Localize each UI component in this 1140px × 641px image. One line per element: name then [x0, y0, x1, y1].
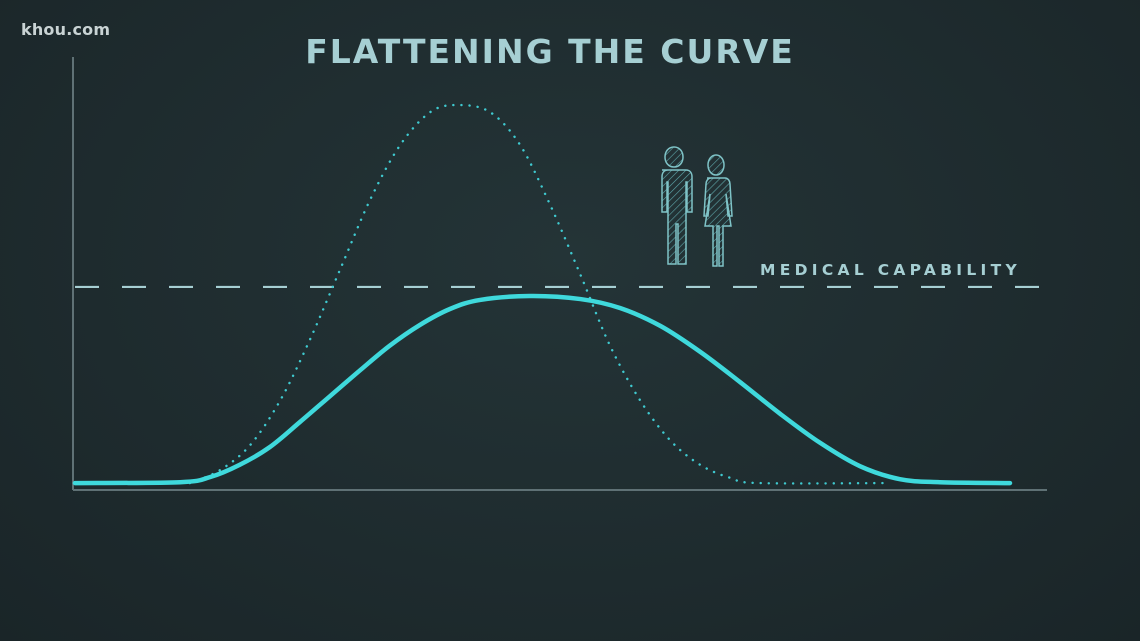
- logo: khou.com: [21, 20, 111, 39]
- flattened-curve-line: [72, 293, 1013, 486]
- man-and-woman-icon: [661, 146, 733, 267]
- medical-capability-label: MEDICAL CAPABILITY: [760, 261, 1021, 279]
- unmitigated-curve-line: [188, 103, 892, 485]
- chart-title: FLATTENING THE CURVE: [305, 32, 795, 71]
